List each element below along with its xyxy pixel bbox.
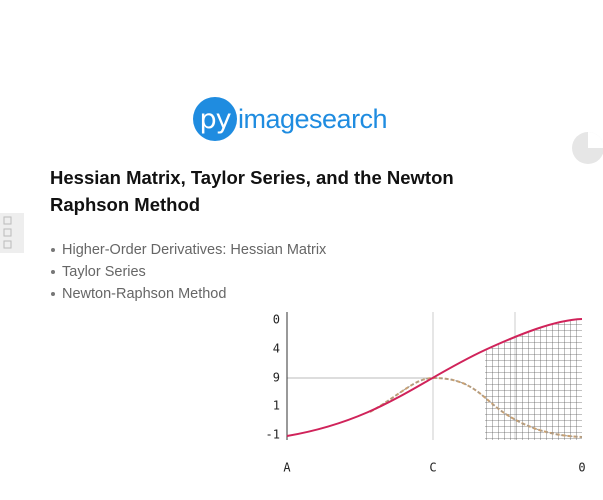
bullet-list: Higher-Order Derivatives: Hessian Matrix…	[50, 239, 326, 305]
y-label: -1	[266, 428, 280, 442]
side-icons[interactable]	[0, 213, 24, 253]
bullet-item: Newton-Raphson Method	[50, 283, 326, 305]
y-label: 0	[273, 313, 280, 327]
x-label: C	[429, 461, 436, 475]
figure	[286, 312, 583, 440]
bullet-item: Taylor Series	[50, 261, 326, 283]
pie-icon[interactable]	[572, 132, 603, 164]
y-label: 9	[273, 371, 280, 385]
x-label: A	[283, 461, 291, 475]
title: Hessian Matrix, Taylor Series, and the N…	[50, 167, 454, 215]
y-label: 4	[273, 342, 280, 356]
x-label: 0	[578, 461, 585, 475]
logo[interactable]: py imagesearch	[193, 97, 388, 141]
logo-text: imagesearch	[238, 103, 388, 134]
bullet-item: Higher-Order Derivatives: Hessian Matrix	[50, 239, 326, 261]
logo-badge: py	[193, 97, 237, 141]
y-label: 1	[273, 399, 280, 413]
